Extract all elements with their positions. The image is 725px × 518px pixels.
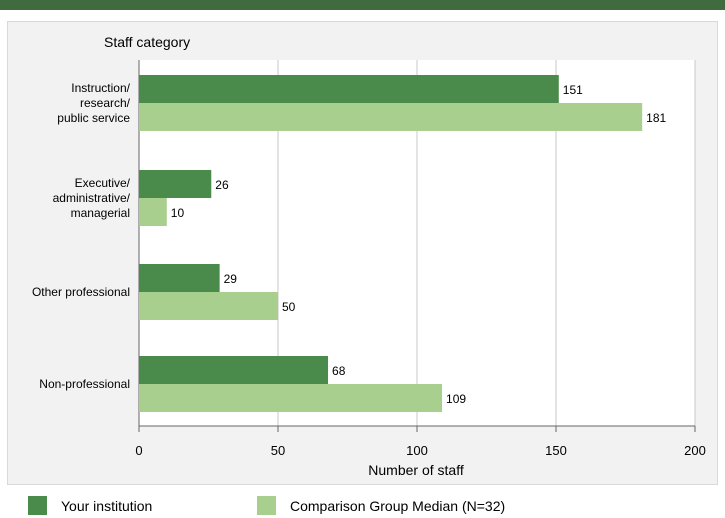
legend-swatch-comparison-median bbox=[257, 496, 276, 515]
x-tick-label: 150 bbox=[545, 443, 567, 458]
data-label: 29 bbox=[224, 272, 238, 286]
y-axis-title: Staff category bbox=[104, 34, 190, 50]
data-label: 68 bbox=[332, 364, 346, 378]
legend-label-comparison-median: Comparison Group Median (N=32) bbox=[290, 497, 506, 514]
legend-item-your-institution: Your institution bbox=[28, 496, 152, 515]
bar bbox=[139, 264, 220, 292]
top-accent-bar bbox=[0, 0, 725, 10]
category-label: Other professional bbox=[32, 285, 130, 299]
legend: Your institution Comparison Group Median… bbox=[0, 490, 725, 518]
bar-chart: 0 50 100 150 200 Staff category Number of staf… bbox=[32, 34, 706, 478]
x-tick-label: 50 bbox=[271, 443, 285, 458]
data-label: 109 bbox=[446, 392, 466, 406]
data-label: 26 bbox=[215, 178, 229, 192]
bar bbox=[139, 384, 443, 412]
bar bbox=[139, 356, 329, 384]
legend-swatch-your-institution bbox=[28, 496, 47, 515]
category-label: Instruction/research/public service bbox=[57, 81, 130, 125]
bar bbox=[139, 170, 212, 198]
bar bbox=[139, 103, 643, 131]
category-label: Executive/administrative/managerial bbox=[53, 176, 131, 220]
data-label: 50 bbox=[282, 300, 296, 314]
data-label: 181 bbox=[646, 111, 666, 125]
x-tick-label: 200 bbox=[684, 443, 706, 458]
bar bbox=[139, 292, 278, 320]
legend-label-your-institution: Your institution bbox=[61, 497, 153, 514]
bar bbox=[139, 75, 559, 103]
data-label: 151 bbox=[563, 83, 583, 97]
bar bbox=[139, 198, 167, 226]
category-label: Non-professional bbox=[39, 377, 130, 391]
x-tick-label: 100 bbox=[406, 443, 428, 458]
x-tick-label: 0 bbox=[135, 443, 142, 458]
data-label: 10 bbox=[171, 206, 185, 220]
legend-item-comparison-median: Comparison Group Median (N=32) bbox=[257, 496, 505, 515]
x-axis-title: Number of staff bbox=[368, 462, 464, 478]
